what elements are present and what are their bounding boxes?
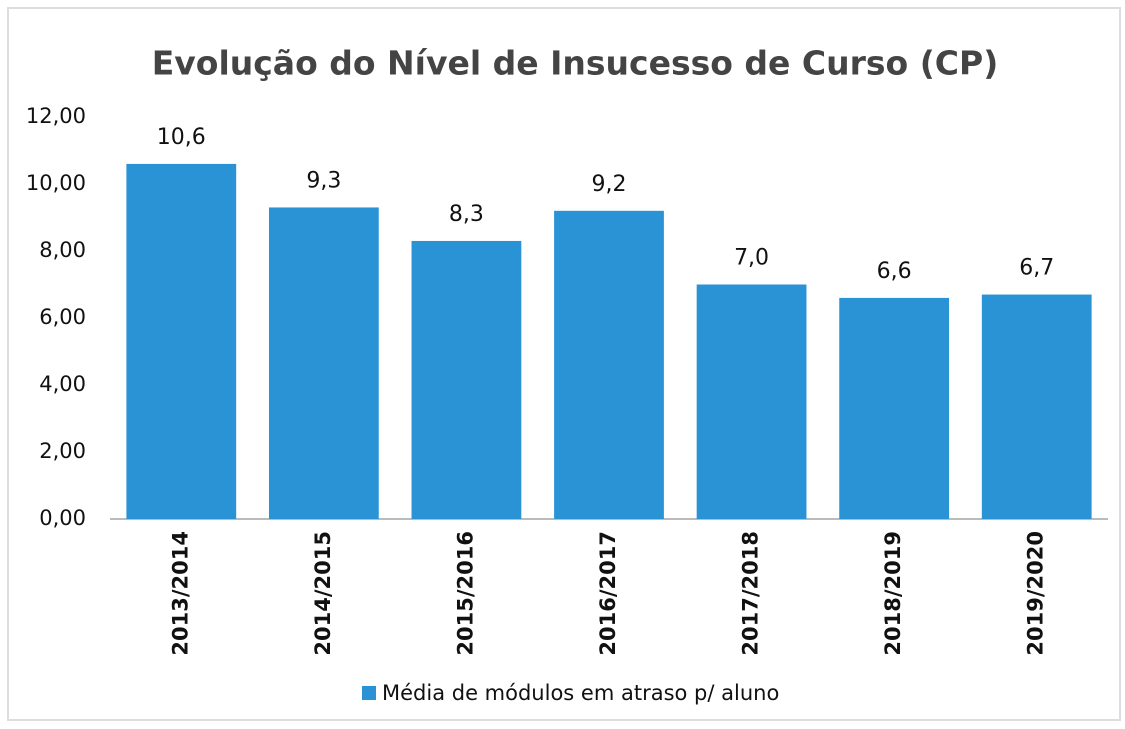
- bar: [268, 207, 379, 519]
- y-tick-label: 10,00: [26, 171, 86, 195]
- bar: [126, 163, 237, 519]
- y-tick-label: 8,00: [39, 238, 86, 262]
- legend-label: Média de módulos em atraso p/ aluno: [382, 681, 779, 705]
- x-tick-label: 2019/2020: [1024, 531, 1048, 656]
- data-label: 6,7: [1019, 256, 1054, 281]
- bar: [696, 284, 807, 519]
- data-label: 7,0: [734, 246, 769, 271]
- data-label: 6,6: [877, 259, 912, 284]
- y-tick-label: 2,00: [39, 439, 86, 463]
- bar: [411, 240, 522, 519]
- x-tick-label: 2013/2014: [168, 531, 192, 656]
- chart-title: Evolução do Nível de Insucesso de Curso …: [152, 44, 999, 83]
- x-tick-label: 2015/2016: [453, 531, 477, 656]
- y-tick-label: 6,00: [39, 305, 86, 329]
- x-tick-label: 2016/2017: [596, 531, 620, 656]
- bar: [981, 294, 1092, 519]
- y-tick-label: 12,00: [26, 104, 86, 128]
- x-tick-label: 2017/2018: [739, 531, 763, 656]
- y-tick-label: 0,00: [39, 506, 86, 530]
- data-label: 8,3: [449, 202, 484, 227]
- x-tick-label: 2018/2019: [881, 531, 905, 656]
- data-label: 10,6: [157, 125, 206, 150]
- bar: [554, 210, 664, 520]
- chart-frame: [7, 7, 1121, 721]
- legend-swatch: [362, 686, 376, 700]
- x-tick-label: 2014/2015: [311, 531, 335, 656]
- data-label: 9,2: [592, 172, 627, 197]
- y-tick-label: 4,00: [39, 372, 86, 396]
- data-label: 9,3: [306, 168, 341, 193]
- bar: [839, 297, 950, 519]
